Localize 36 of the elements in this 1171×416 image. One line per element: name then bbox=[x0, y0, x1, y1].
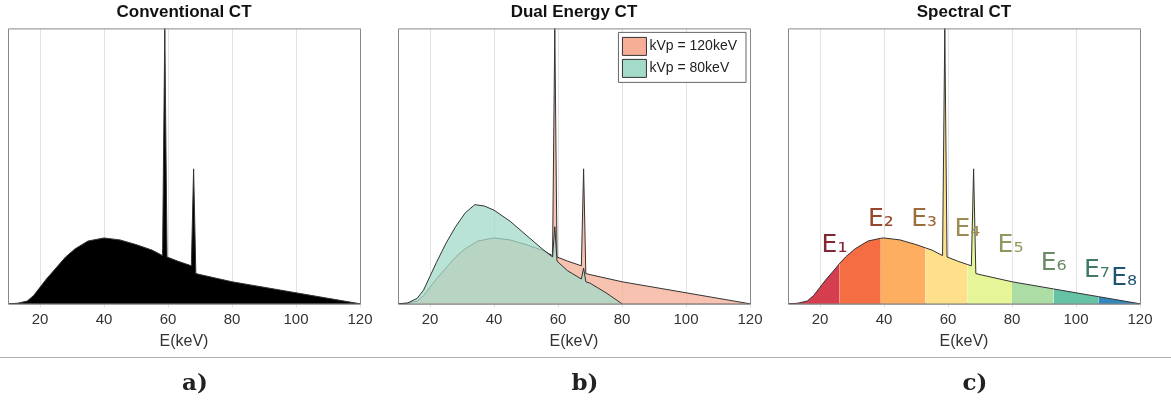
x-tick-label: 80 bbox=[223, 309, 241, 327]
x-tick-label: 100 bbox=[283, 309, 309, 327]
x-tick-label: 40 bbox=[485, 309, 503, 327]
x-axis-title: E(keV) bbox=[159, 331, 209, 349]
chart-title: Conventional CT bbox=[116, 1, 253, 21]
text: c) bbox=[961, 368, 989, 395]
x-tick-label: 80 bbox=[613, 309, 631, 327]
x-tick-label: 20 bbox=[811, 309, 829, 327]
x-tick-label: 60 bbox=[159, 309, 177, 327]
x-tick-label: 20 bbox=[421, 309, 439, 327]
x-tick-label: 120 bbox=[1127, 309, 1153, 327]
x-tick-label: 120 bbox=[347, 309, 373, 327]
legend-label: kVp = 120keV bbox=[649, 37, 738, 54]
x-tick-label: 40 bbox=[875, 309, 893, 327]
x-axis-title: E(keV) bbox=[549, 331, 599, 349]
chart-title: Dual Energy CT bbox=[510, 1, 638, 21]
series-label: E₁ bbox=[821, 228, 848, 258]
series-label: E₈ bbox=[1111, 261, 1138, 291]
series-label: E₆ bbox=[1040, 246, 1067, 276]
x-tick-label: 80 bbox=[1003, 309, 1021, 327]
x-tick-label: 100 bbox=[1063, 309, 1089, 327]
series-label: E₅ bbox=[997, 229, 1024, 259]
x-tick-label: 60 bbox=[549, 309, 567, 327]
x-tick-label: 120 bbox=[737, 309, 763, 327]
chart-title: Spectral CT bbox=[916, 1, 1012, 21]
series-label: E₃ bbox=[911, 203, 938, 233]
text: b) bbox=[570, 368, 600, 395]
x-tick-label: 20 bbox=[31, 309, 49, 327]
series-label: E₇ bbox=[1084, 253, 1110, 283]
x-tick-label: 100 bbox=[673, 309, 699, 327]
text: a) bbox=[181, 368, 209, 395]
x-tick-label: 40 bbox=[95, 309, 113, 327]
legend-label: kVp = 80keV bbox=[649, 59, 730, 76]
series-label: E₂ bbox=[868, 203, 894, 233]
x-axis-title: E(keV) bbox=[939, 331, 989, 349]
x-tick-label: 60 bbox=[939, 309, 957, 327]
